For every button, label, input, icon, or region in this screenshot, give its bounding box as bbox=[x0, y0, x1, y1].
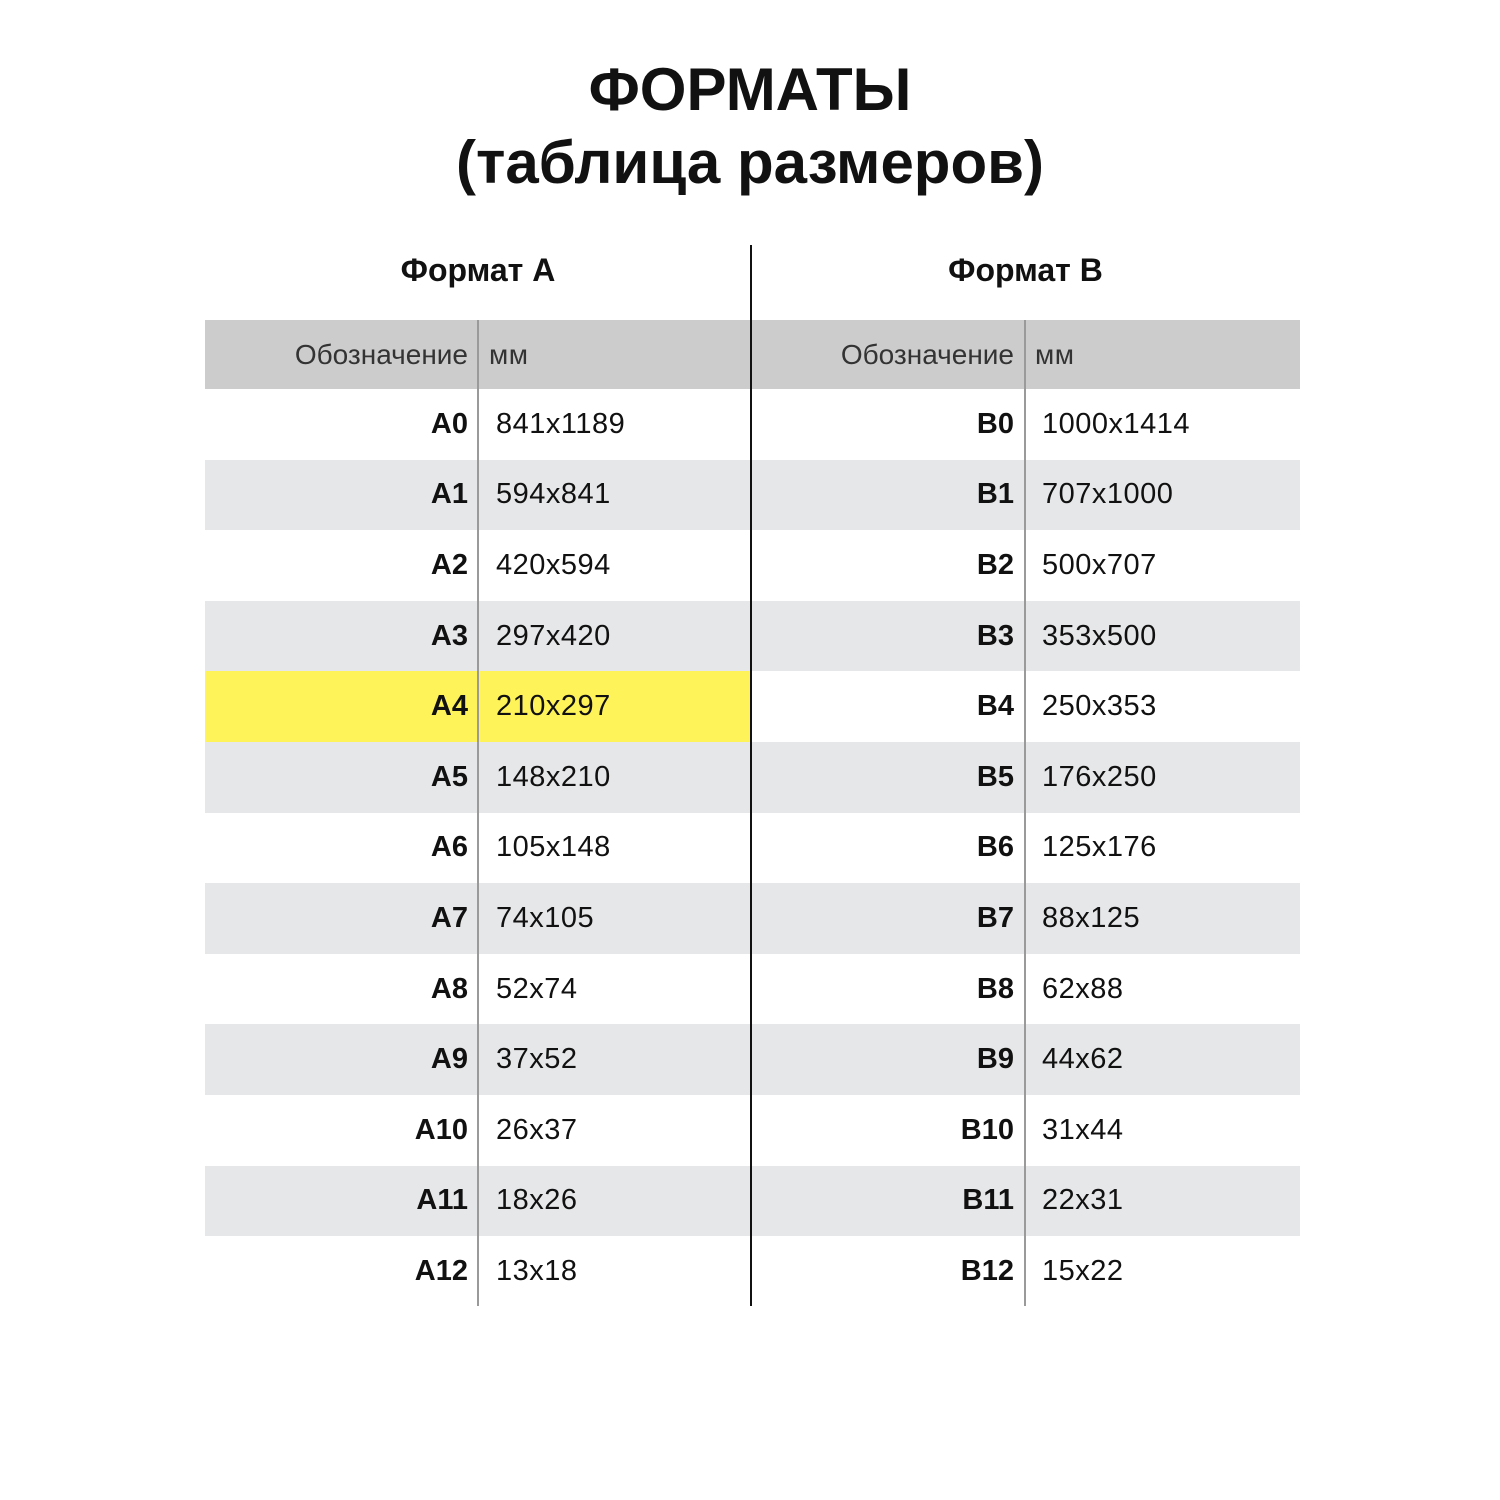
format-code: B11 bbox=[962, 1184, 1014, 1217]
format-code: B6 bbox=[976, 831, 1014, 864]
table-row: B4 250x353 bbox=[751, 671, 1300, 742]
format-code: A12 bbox=[414, 1254, 468, 1287]
format-size: 74x105 bbox=[496, 901, 595, 934]
format-code: B0 bbox=[976, 407, 1014, 440]
page-subtitle: (таблица размеров) bbox=[456, 129, 1044, 196]
column-divider bbox=[1024, 320, 1026, 1306]
format-size: 176x250 bbox=[1042, 760, 1157, 793]
format-code: A9 bbox=[430, 1043, 468, 1076]
table-row: A0 841x1189 bbox=[205, 389, 751, 460]
format-code: B1 bbox=[976, 478, 1014, 511]
format-size: 841x1189 bbox=[496, 407, 626, 440]
format-size: 500x707 bbox=[1042, 548, 1157, 581]
format-size: 15x22 bbox=[1042, 1254, 1124, 1287]
format-code: B4 bbox=[976, 690, 1014, 723]
format-size: 31x44 bbox=[1042, 1113, 1124, 1146]
format-size: 105x148 bbox=[496, 831, 611, 864]
format-size: 594x841 bbox=[496, 478, 611, 511]
format-code: A5 bbox=[430, 760, 468, 793]
format-b-heading: Формат B bbox=[948, 252, 1103, 288]
format-size: 88x125 bbox=[1042, 901, 1141, 934]
column-header-mm: мм bbox=[1035, 338, 1075, 370]
format-size: 148x210 bbox=[496, 760, 611, 793]
table-row: B10 31x44 bbox=[751, 1095, 1300, 1166]
column-header-designation: Обозначение bbox=[294, 338, 468, 370]
format-size: 13x18 bbox=[496, 1254, 578, 1287]
format-size: 44x62 bbox=[1042, 1043, 1124, 1076]
column-header-mm: мм bbox=[489, 338, 529, 370]
format-size: 52x74 bbox=[496, 972, 578, 1005]
table-row: A2 420x594 bbox=[205, 530, 751, 601]
format-size: 26x37 bbox=[496, 1113, 578, 1146]
format-code: A0 bbox=[430, 407, 468, 440]
table-row: A10 26x37 bbox=[205, 1095, 751, 1166]
format-code: A8 bbox=[430, 972, 468, 1005]
format-code: B5 bbox=[976, 760, 1014, 793]
page-title: ФОРМАТЫ bbox=[588, 56, 912, 123]
format-a-heading: Формат A bbox=[400, 252, 556, 288]
format-size: 22x31 bbox=[1042, 1184, 1124, 1217]
table-row: B12 15x22 bbox=[751, 1236, 1300, 1307]
table-row: B8 62x88 bbox=[751, 954, 1300, 1025]
format-code: A10 bbox=[414, 1113, 468, 1146]
format-code: A4 bbox=[430, 690, 468, 723]
format-code: A6 bbox=[430, 831, 468, 864]
table-row: B0 1000x1414 bbox=[751, 389, 1300, 460]
format-code: A1 bbox=[430, 478, 468, 511]
table-row: A8 52x74 bbox=[205, 954, 751, 1025]
format-code: B8 bbox=[976, 972, 1014, 1005]
table-row: B2 500x707 bbox=[751, 530, 1300, 601]
format-size: 18x26 bbox=[496, 1184, 578, 1217]
format-code: B12 bbox=[960, 1254, 1014, 1287]
format-size: 125x176 bbox=[1042, 831, 1157, 864]
format-size: 297x420 bbox=[496, 619, 611, 652]
format-code: B9 bbox=[976, 1043, 1014, 1076]
format-code: A3 bbox=[430, 619, 468, 652]
format-code: A2 bbox=[430, 548, 468, 581]
format-size: 353x500 bbox=[1042, 619, 1157, 652]
format-size: 210x297 bbox=[496, 690, 611, 723]
format-code: B7 bbox=[976, 901, 1014, 934]
format-code: A11 bbox=[416, 1184, 468, 1217]
column-header-designation: Обозначение bbox=[840, 338, 1014, 370]
format-code: A7 bbox=[430, 901, 468, 934]
format-size: 62x88 bbox=[1042, 972, 1124, 1005]
format-size: 250x353 bbox=[1042, 690, 1157, 723]
format-size: 1000x1414 bbox=[1042, 407, 1191, 440]
format-code: B10 bbox=[960, 1113, 1014, 1146]
format-code: B2 bbox=[976, 548, 1014, 581]
format-size: 37x52 bbox=[496, 1043, 578, 1076]
table-row: A12 13x18 bbox=[205, 1236, 751, 1307]
column-divider bbox=[477, 320, 479, 1306]
format-code: B3 bbox=[976, 619, 1014, 652]
section-divider bbox=[750, 245, 752, 1306]
table-row: B6 125x176 bbox=[751, 813, 1300, 884]
format-size: 420x594 bbox=[496, 548, 611, 581]
format-size: 707x1000 bbox=[1042, 478, 1174, 511]
table-row: A6 105x148 bbox=[205, 813, 751, 884]
